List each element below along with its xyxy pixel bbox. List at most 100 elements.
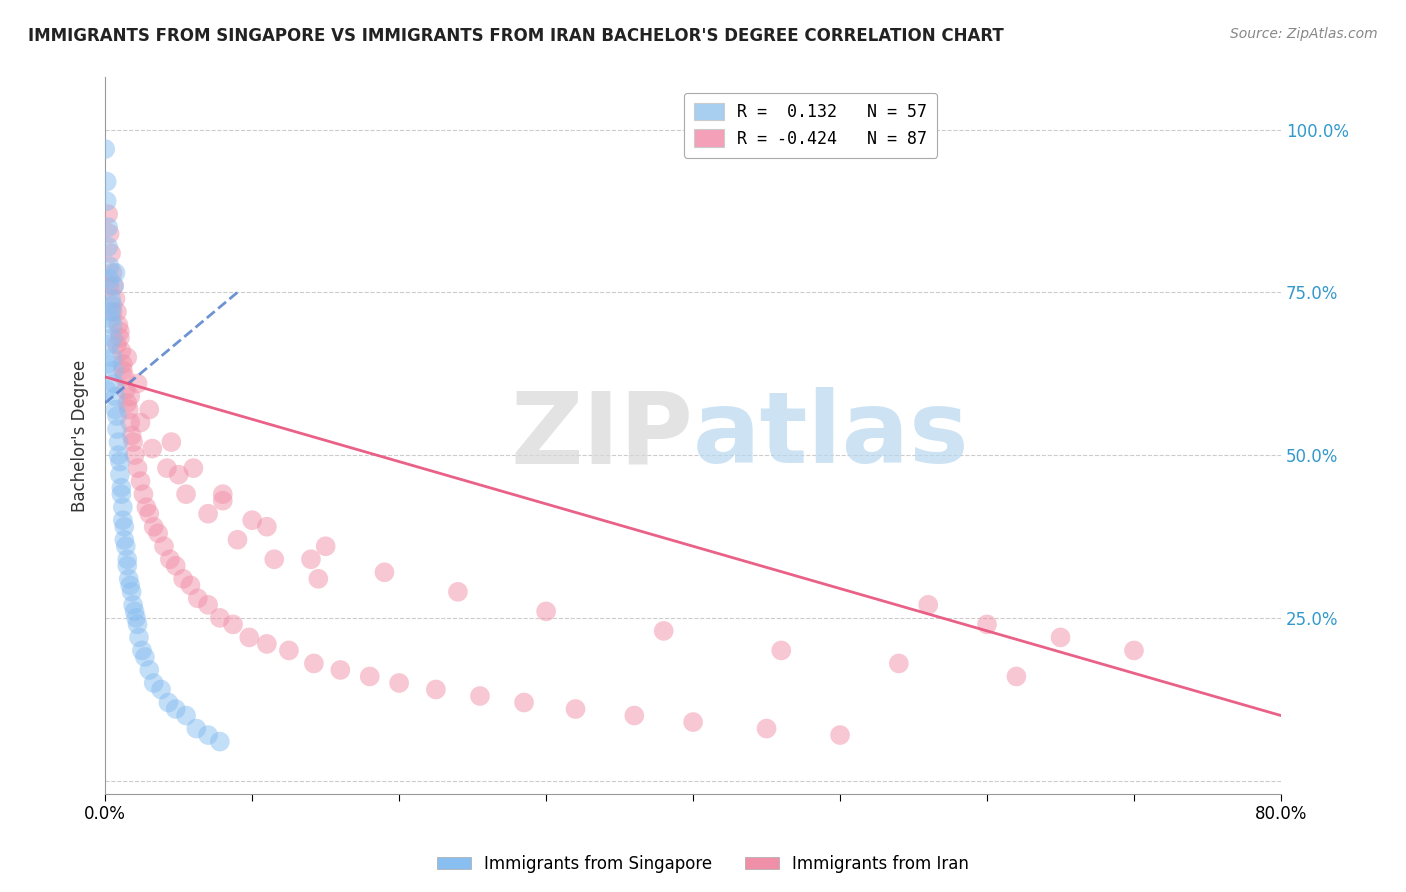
- Point: [117, 558, 139, 573]
- Point: [263, 552, 285, 566]
- Point: [104, 389, 127, 403]
- Point: [117, 396, 139, 410]
- Point: [128, 631, 150, 645]
- Point: [112, 519, 135, 533]
- Point: [150, 682, 173, 697]
- Text: IMMIGRANTS FROM SINGAPORE VS IMMIGRANTS FROM IRAN BACHELOR'S DEGREE CORRELATION : IMMIGRANTS FROM SINGAPORE VS IMMIGRANTS …: [28, 27, 1004, 45]
- Point: [770, 643, 793, 657]
- Point: [110, 487, 132, 501]
- Point: [98, 278, 121, 293]
- Point: [160, 435, 183, 450]
- Point: [120, 389, 142, 403]
- Point: [132, 487, 155, 501]
- Point: [828, 728, 851, 742]
- Point: [159, 552, 181, 566]
- Point: [307, 572, 329, 586]
- Point: [103, 278, 125, 293]
- Point: [107, 448, 129, 462]
- Point: [186, 722, 208, 736]
- Text: atlas: atlas: [693, 387, 970, 484]
- Point: [105, 337, 128, 351]
- Text: ZIP: ZIP: [510, 387, 693, 484]
- Point: [564, 702, 586, 716]
- Point: [100, 292, 122, 306]
- Point: [165, 558, 187, 573]
- Point: [124, 448, 146, 462]
- Point: [129, 474, 152, 488]
- Y-axis label: Bachelor's Degree: Bachelor's Degree: [72, 359, 89, 512]
- Legend: Immigrants from Singapore, Immigrants from Iran: Immigrants from Singapore, Immigrants fr…: [430, 848, 976, 880]
- Point: [917, 598, 939, 612]
- Point: [97, 220, 120, 235]
- Point: [197, 598, 219, 612]
- Point: [98, 227, 121, 241]
- Point: [121, 584, 143, 599]
- Point: [118, 402, 141, 417]
- Point: [131, 643, 153, 657]
- Point: [114, 539, 136, 553]
- Point: [373, 566, 395, 580]
- Point: [101, 331, 124, 345]
- Legend: R =  0.132   N = 57, R = -0.424   N = 87: R = 0.132 N = 57, R = -0.424 N = 87: [683, 93, 938, 158]
- Point: [222, 617, 245, 632]
- Point: [157, 696, 180, 710]
- Point: [127, 376, 149, 391]
- Point: [112, 370, 135, 384]
- Point: [96, 175, 118, 189]
- Point: [623, 708, 645, 723]
- Point: [107, 435, 129, 450]
- Point: [114, 383, 136, 397]
- Point: [179, 578, 201, 592]
- Point: [315, 539, 337, 553]
- Point: [120, 578, 142, 592]
- Point: [197, 507, 219, 521]
- Point: [96, 194, 118, 209]
- Point: [101, 318, 124, 332]
- Point: [146, 526, 169, 541]
- Point: [105, 409, 128, 423]
- Point: [101, 351, 124, 365]
- Point: [108, 467, 131, 482]
- Point: [105, 422, 128, 436]
- Point: [302, 657, 325, 671]
- Point: [682, 714, 704, 729]
- Point: [447, 584, 470, 599]
- Point: [110, 343, 132, 358]
- Point: [98, 337, 121, 351]
- Point: [142, 519, 165, 533]
- Point: [98, 260, 121, 274]
- Point: [174, 708, 197, 723]
- Point: [111, 363, 134, 377]
- Point: [111, 500, 134, 515]
- Point: [172, 572, 194, 586]
- Point: [112, 533, 135, 547]
- Point: [256, 637, 278, 651]
- Point: [108, 331, 131, 345]
- Point: [240, 513, 263, 527]
- Point: [238, 631, 260, 645]
- Point: [187, 591, 209, 606]
- Point: [277, 643, 299, 657]
- Point: [104, 402, 127, 417]
- Point: [138, 507, 160, 521]
- Point: [299, 552, 322, 566]
- Point: [197, 728, 219, 742]
- Point: [1005, 669, 1028, 683]
- Point: [124, 604, 146, 618]
- Point: [138, 402, 160, 417]
- Point: [122, 598, 145, 612]
- Point: [425, 682, 447, 697]
- Point: [118, 572, 141, 586]
- Point: [107, 318, 129, 332]
- Point: [111, 513, 134, 527]
- Point: [388, 676, 411, 690]
- Point: [97, 240, 120, 254]
- Point: [105, 305, 128, 319]
- Point: [256, 519, 278, 533]
- Point: [110, 481, 132, 495]
- Point: [183, 461, 205, 475]
- Point: [108, 454, 131, 468]
- Point: [129, 416, 152, 430]
- Point: [887, 657, 910, 671]
- Point: [101, 266, 124, 280]
